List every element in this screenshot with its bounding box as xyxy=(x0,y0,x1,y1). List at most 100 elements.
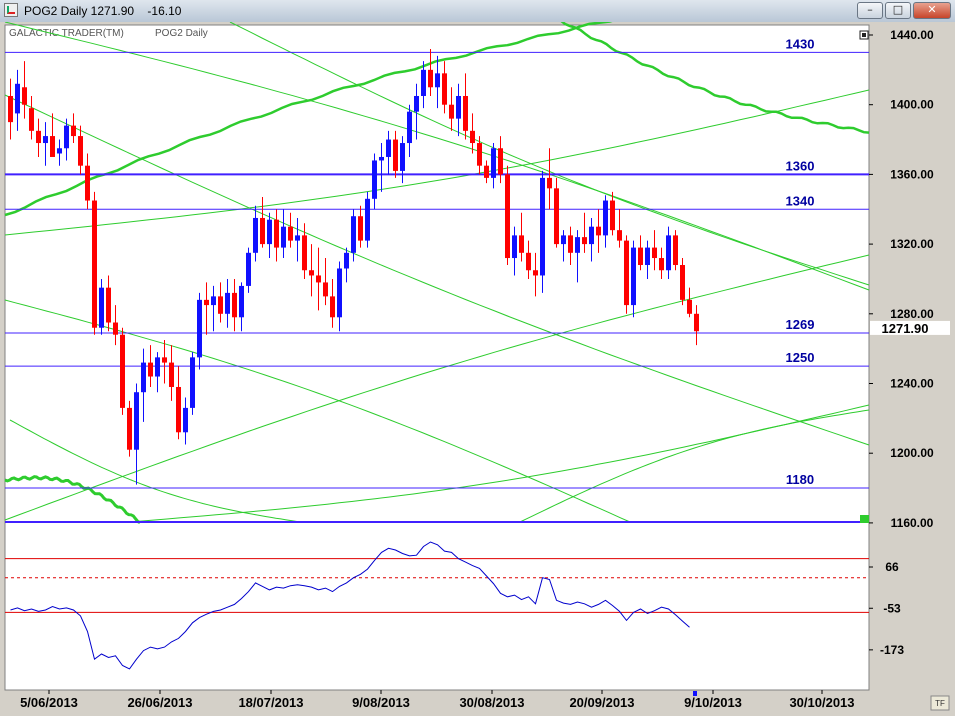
date-tick-label: 30/10/2013 xyxy=(789,695,854,710)
candle-body xyxy=(442,73,447,105)
candle xyxy=(379,143,384,192)
candle-body xyxy=(120,334,125,408)
candle xyxy=(204,282,209,335)
candle-body xyxy=(610,200,615,231)
candle-body xyxy=(554,188,559,245)
candle-body xyxy=(582,237,587,245)
candle xyxy=(680,258,685,306)
candle-body xyxy=(631,247,636,306)
candle xyxy=(568,226,573,266)
candle xyxy=(274,209,279,262)
candle xyxy=(50,113,55,157)
candle-body xyxy=(260,217,265,245)
candle xyxy=(694,305,699,346)
candle-body xyxy=(288,226,293,241)
candle xyxy=(617,209,622,248)
candle-body xyxy=(22,87,27,105)
candle-body xyxy=(57,148,62,154)
candle xyxy=(309,244,314,297)
candle xyxy=(302,223,307,279)
candle-body xyxy=(36,130,41,144)
candle xyxy=(176,366,181,440)
price-tick-label: 1200.00 xyxy=(890,446,934,460)
candle-body xyxy=(176,386,181,433)
candle xyxy=(190,352,195,415)
title-bar[interactable]: POG2 Daily 1271.90 -16.10 – □ ✕ xyxy=(0,0,955,23)
candle-body xyxy=(43,136,48,144)
candle xyxy=(540,170,545,293)
candle-body xyxy=(421,69,426,96)
candle xyxy=(512,226,517,276)
candle xyxy=(29,95,34,140)
candle-body xyxy=(162,357,167,363)
maximize-button[interactable]: □ xyxy=(885,2,911,19)
candle-body xyxy=(526,252,531,271)
candle xyxy=(113,305,118,346)
candle xyxy=(603,195,608,248)
candle xyxy=(435,55,440,109)
candle xyxy=(71,113,76,144)
candle-body xyxy=(169,362,174,387)
candle xyxy=(652,230,657,271)
candle xyxy=(645,240,650,279)
timeframe-button[interactable] xyxy=(930,695,950,711)
candle-body xyxy=(190,357,195,408)
candle-body xyxy=(134,392,139,450)
candle-body xyxy=(71,125,76,137)
candle xyxy=(323,258,328,306)
candle-body xyxy=(274,219,279,248)
candle-body xyxy=(218,296,223,314)
candle xyxy=(498,136,503,184)
candle xyxy=(22,61,27,119)
oscillator-panel xyxy=(5,541,869,670)
date-tick-label: 9/08/2013 xyxy=(352,695,410,710)
candle-body xyxy=(141,362,146,393)
candle-body xyxy=(323,282,328,297)
candle-body xyxy=(533,270,538,276)
chart-area[interactable]: GALACTIC TRADER(TM) POG2 Daily 1430 1360 1… xyxy=(0,22,955,716)
candle xyxy=(365,191,370,248)
candle xyxy=(463,73,468,140)
candle-body xyxy=(491,148,496,178)
candlesticks xyxy=(8,48,699,485)
candle xyxy=(428,48,433,96)
candle xyxy=(631,240,636,318)
current-bar-marker xyxy=(693,691,697,696)
candle xyxy=(197,292,202,370)
candle xyxy=(15,69,20,131)
candle xyxy=(449,87,454,131)
time-curve-5 xyxy=(4,22,870,291)
candle xyxy=(162,339,167,384)
candle xyxy=(533,252,538,297)
candle xyxy=(596,209,601,253)
candle-body xyxy=(197,299,202,358)
candle xyxy=(239,282,244,332)
time-curve-7 xyxy=(4,254,870,521)
candle xyxy=(344,247,349,283)
candle-body xyxy=(561,235,566,245)
candle-body xyxy=(253,217,258,253)
minimize-button[interactable]: – xyxy=(857,2,883,19)
candle xyxy=(351,209,356,262)
candle-body xyxy=(428,69,433,88)
candle-body xyxy=(225,292,230,314)
candle-body xyxy=(414,95,419,112)
candle xyxy=(477,136,482,175)
level-label-1430: 1430 xyxy=(786,36,815,51)
candle xyxy=(610,191,615,236)
indicator-label: GALACTIC TRADER(TM) xyxy=(9,28,124,39)
candle xyxy=(407,104,412,157)
candle-body xyxy=(596,226,601,236)
date-tick-label: 26/06/2013 xyxy=(127,695,192,710)
date-tick-label: 9/10/2013 xyxy=(684,695,742,710)
level-label-1180: 1180 xyxy=(786,472,814,487)
price-tick-label: 1160.00 xyxy=(891,516,934,530)
close-button[interactable]: ✕ xyxy=(913,2,951,19)
time-curve-3 xyxy=(4,475,141,524)
last-price-label: 1271.90 xyxy=(882,321,929,336)
candle-body xyxy=(239,285,244,318)
candle-body xyxy=(92,200,97,328)
candle-body xyxy=(232,292,237,318)
candle xyxy=(134,383,139,485)
candle xyxy=(470,113,475,154)
